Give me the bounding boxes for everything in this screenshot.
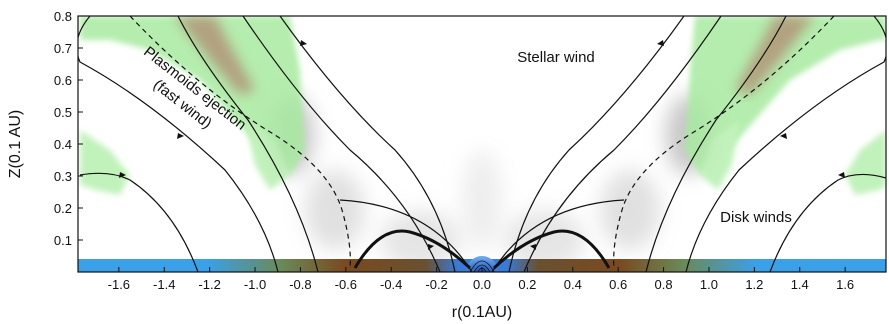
x-tick-label: 0.6 [609, 277, 627, 292]
x-tick-label: 0.2 [518, 277, 536, 292]
y-tick-label: 0.1 [54, 233, 72, 248]
y-axis-label: Z(0.1 AU) [7, 110, 24, 178]
plot-area [78, 16, 886, 272]
x-tick-label: -1.4 [153, 277, 175, 292]
x-axis-label: r(0.1AU) [452, 304, 512, 321]
plasmoid-region-right [685, 16, 886, 195]
x-tick-label: -0.2 [425, 277, 447, 292]
y-tick-label: 0.7 [54, 41, 72, 56]
y-tick-label: 0.5 [54, 105, 72, 120]
y-tick-label: 0.4 [54, 137, 72, 152]
y-tick-label: 0.8 [54, 9, 72, 24]
x-axis-ticks: -1.6 -1.4 -1.2 -1.0 -0.8 -0.6 -0.4 -0.2 0.0 0.2 0.… [108, 267, 854, 292]
x-tick-label: 1.6 [836, 277, 854, 292]
y-tick-label: 0.6 [54, 73, 72, 88]
x-tick-label: -1.6 [108, 277, 130, 292]
x-tick-label: 1.0 [700, 277, 718, 292]
x-tick-label: -0.6 [335, 277, 357, 292]
disk-winds-label: Disk winds [720, 209, 792, 226]
y-tick-label: 0.2 [54, 201, 72, 216]
x-tick-label: 1.4 [791, 277, 809, 292]
dense-flow [175, 16, 815, 95]
central-star [466, 256, 498, 272]
stellar-wind-label: Stellar wind [517, 49, 595, 66]
y-tick-label: 0.3 [54, 169, 72, 184]
y-axis-ticks: 0.1 0.2 0.3 0.4 0.5 0.6 0.7 0.8 [54, 9, 83, 248]
closed-field-loops [353, 229, 611, 270]
x-tick-label: -1.0 [244, 277, 266, 292]
field-arrows [119, 40, 845, 250]
x-tick-label: 1.2 [745, 277, 763, 292]
x-tick-label: -1.2 [198, 277, 220, 292]
x-tick-label: -0.8 [289, 277, 311, 292]
x-tick-label: 0.0 [473, 277, 491, 292]
x-tick-label: 0.8 [655, 277, 673, 292]
x-tick-label: 0.4 [564, 277, 582, 292]
field-lines [78, 16, 886, 272]
x-tick-label: -0.4 [380, 277, 402, 292]
